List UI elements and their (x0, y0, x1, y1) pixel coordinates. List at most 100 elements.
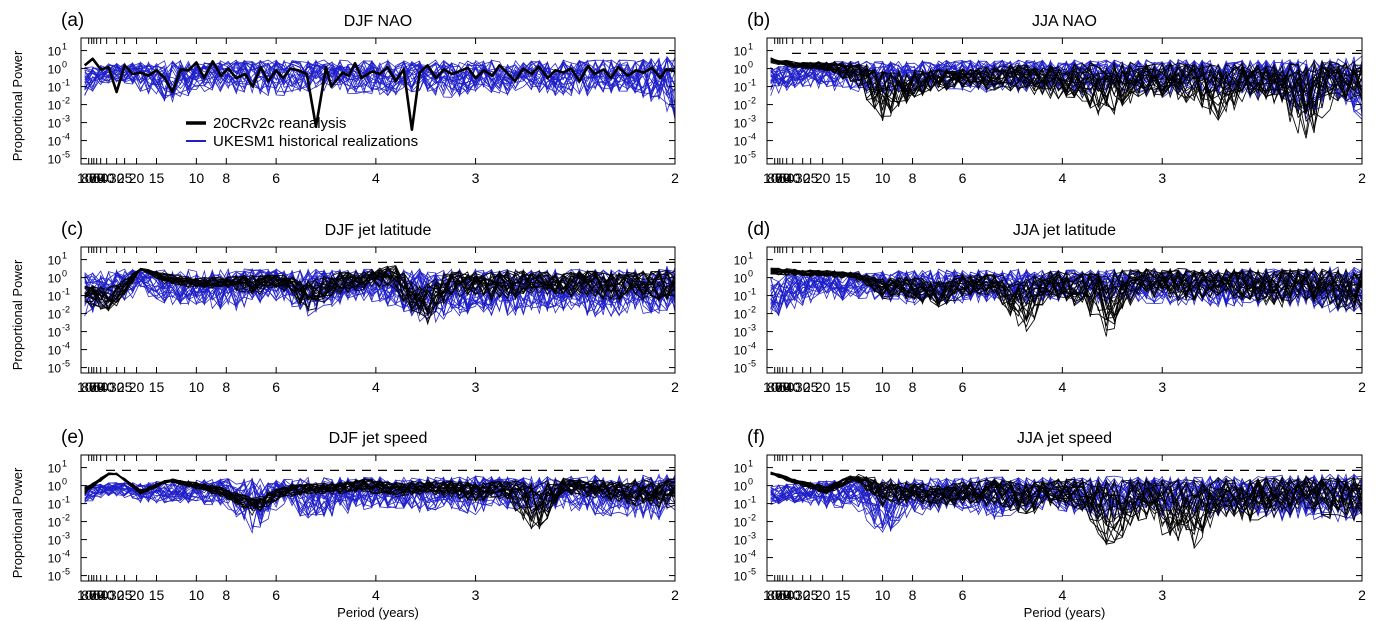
x-tick-label: 6 (959, 170, 967, 186)
y-tick-exponent: -1 (748, 78, 756, 88)
y-tick-exponent: 0 (62, 60, 67, 70)
series-line-reanalysis-member (770, 269, 1362, 322)
x-tick-label: 2 (1358, 587, 1366, 603)
series-line-reanalysis-member (770, 268, 1362, 322)
plot-frame (766, 454, 1363, 582)
plot-frame (80, 37, 676, 165)
x-tick-label: 25 (803, 587, 819, 603)
y-tick-label: 10 (734, 153, 748, 167)
y-tick-label: 10 (734, 63, 748, 77)
y-tick-label: 10 (734, 254, 748, 268)
y-tick-label: 10 (734, 117, 748, 131)
x-tick-label: 6 (272, 170, 280, 186)
series-lines (84, 472, 675, 534)
series-line-ukesm1-member (84, 58, 675, 103)
series-lines (84, 265, 675, 326)
series-line-ukesm1-member (84, 58, 675, 102)
panel-label: (a) (61, 10, 84, 31)
x-tick-label: 60 (775, 379, 791, 395)
x-tick-label: 2 (671, 170, 679, 186)
series-line-reanalysis-member (770, 267, 1362, 333)
y-tick-exponent: -3 (62, 323, 70, 333)
x-tick-label: 100 (763, 170, 787, 186)
y-tick-exponent: -2 (62, 305, 70, 315)
x-tick-label: 20 (129, 587, 145, 603)
x-tick-label: 4 (372, 379, 380, 395)
y-tick-label: 10 (48, 308, 62, 322)
x-tick-label: 4 (1058, 379, 1066, 395)
series-line-reanalysis-member (770, 473, 1362, 531)
panel-title: JJA jet latitude (1013, 222, 1116, 239)
series-line-reanalysis-member (770, 60, 1362, 130)
y-tick-exponent: -3 (62, 531, 70, 541)
series-line-reanalysis-member (770, 57, 1362, 107)
x-tick-label: 6 (959, 379, 967, 395)
panel-title: JJA NAO (1032, 13, 1097, 30)
x-tick-label: 40 (99, 587, 115, 603)
x-tick-label: 40 (99, 170, 115, 186)
series-line-reanalysis-member (770, 472, 1362, 543)
y-tick-label: 10 (734, 534, 748, 548)
y-tick-exponent: 0 (62, 269, 67, 279)
y-tick-exponent: -2 (748, 513, 756, 523)
y-tick-exponent: -5 (748, 567, 756, 577)
series-line-reanalysis-member (84, 268, 675, 312)
x-tick-label: 3 (472, 379, 480, 395)
y-tick-exponent: -5 (62, 359, 70, 369)
series-line-reanalysis-member (770, 472, 1362, 521)
x-tick-label: 100 (763, 379, 787, 395)
y-tick-label: 10 (734, 308, 748, 322)
x-tick-label: 10 (189, 379, 205, 395)
y-tick-label: 10 (48, 63, 62, 77)
y-tick-label: 10 (48, 153, 62, 167)
panel-label: (e) (61, 427, 84, 448)
y-tick-label: 10 (734, 362, 748, 376)
panel-label: (f) (747, 427, 765, 448)
x-tick-label: 60 (775, 587, 791, 603)
x-tick-label: 70 (775, 379, 791, 395)
y-tick-exponent: -1 (748, 495, 756, 505)
x-tick-label: 8 (222, 379, 230, 395)
x-tick-label: 20 (129, 379, 145, 395)
x-tick-label: 80 (81, 170, 97, 186)
x-tick-label: 8 (222, 587, 230, 603)
x-tick-label: 4 (1058, 170, 1066, 186)
y-tick-exponent: -4 (62, 549, 70, 559)
x-tick-label: 25 (117, 170, 133, 186)
x-tick-label: 10 (875, 587, 891, 603)
y-tick-exponent: -2 (748, 96, 756, 106)
x-tick-label: 25 (117, 587, 133, 603)
y-tick-label: 10 (734, 498, 748, 512)
y-tick-label: 10 (48, 534, 62, 548)
y-tick-exponent: 0 (748, 477, 753, 487)
x-tick-label: 3 (1158, 379, 1166, 395)
y-tick-label: 10 (48, 99, 62, 113)
x-tick-label: 2 (1358, 170, 1366, 186)
x-axis-label: Period (years) (1024, 605, 1106, 620)
series-line-reanalysis-member (770, 60, 1362, 113)
x-tick-label: 70 (775, 170, 791, 186)
series-line-reanalysis-member (770, 472, 1362, 545)
y-tick-exponent: -4 (62, 132, 70, 142)
y-tick-exponent: -3 (748, 323, 756, 333)
panel-title: DJF jet latitude (325, 222, 432, 239)
x-tick-label: 3 (1158, 587, 1166, 603)
x-tick-label: 15 (835, 170, 851, 186)
x-tick-label: 80 (81, 379, 97, 395)
series-line-reanalysis-member (770, 58, 1362, 119)
y-axis-label: Proportional Power (10, 50, 25, 161)
x-tick-label: 20 (815, 170, 831, 186)
x-tick-label: 15 (149, 170, 165, 186)
y-tick-label: 10 (734, 326, 748, 340)
series-lines (770, 55, 1362, 139)
x-tick-label: 50 (93, 587, 109, 603)
x-tick-label: 30 (109, 379, 125, 395)
y-tick-label: 10 (734, 570, 748, 584)
x-tick-label: 70 (89, 379, 105, 395)
legend-label: 20CRv2c reanalysis (213, 115, 346, 132)
y-tick-exponent: -2 (748, 305, 756, 315)
x-tick-label: 40 (785, 379, 801, 395)
x-tick-label: 80 (767, 587, 783, 603)
